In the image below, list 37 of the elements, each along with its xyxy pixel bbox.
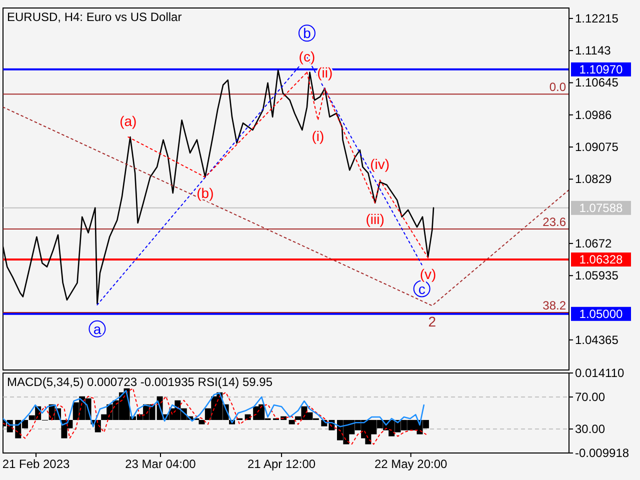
y2-tick-label: 0.0 <box>549 80 566 94</box>
ref-line-label: 1.05000 <box>579 306 624 321</box>
annotation: (i) <box>312 128 324 144</box>
y2-tick-label: 23.6 <box>542 214 566 229</box>
y-tick-label: 1.09075 <box>575 140 619 154</box>
y-tick-label: 1.0986 <box>575 108 612 122</box>
y-tick-label: 1.1143 <box>575 44 612 58</box>
x-tick-label: 21 Feb 2023 <box>2 457 70 471</box>
y-tick-label: 1.12215 <box>575 11 619 26</box>
y-tick-label: 0.014110 <box>575 366 624 380</box>
annotation: b <box>303 25 312 42</box>
y-tick-label: 1.05935 <box>575 268 619 283</box>
x-tick-label: 23 Mar 04:00 <box>125 457 196 471</box>
annotation: 2 <box>428 314 436 330</box>
ref-line-label: 1.06328 <box>579 252 624 267</box>
ref-line-label: 1.10970 <box>579 62 624 76</box>
x-tick-label: 21 Apr 12:00 <box>248 457 316 471</box>
y-tick-label: -0.009918 <box>575 446 630 460</box>
y-tick-label: 1.10645 <box>575 76 619 90</box>
annotation: (v) <box>420 266 436 282</box>
annotation: (a) <box>120 112 137 129</box>
y-tick-label: 1.04365 <box>575 332 619 347</box>
x-tick-label: 22 May 20:00 <box>374 457 448 471</box>
y-tick-label: 1.0672 <box>575 236 612 250</box>
y-tick-label: 1.0829 <box>575 172 612 186</box>
annotation: (iii) <box>366 210 384 227</box>
annotation: c <box>418 280 426 297</box>
y2-tick-label: 30.00 <box>575 422 606 436</box>
annotation: (iv) <box>370 156 390 172</box>
annotation: a <box>93 320 102 337</box>
annotation: (b) <box>196 185 214 202</box>
y2-tick-label: 70.00 <box>575 390 606 404</box>
y2-tick-label: 38.2 <box>542 298 566 312</box>
ref-line-label: 1.07588 <box>579 200 624 215</box>
chart-title: MACD(5,34,5) 0.000723 -0.001935 RSI(14) 59.95 <box>7 375 273 389</box>
annotation: (c) <box>298 48 316 64</box>
chart-title: EURUSD, H4: Euro vs US Dollar <box>7 10 182 24</box>
